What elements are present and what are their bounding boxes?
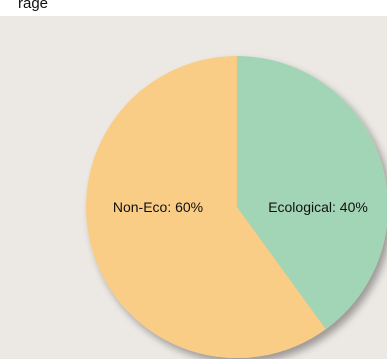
pie-slice-ecological [237, 56, 387, 330]
pie-label-ecological: Ecological: 40% [268, 199, 368, 215]
pie-slice-non-eco [85, 56, 326, 358]
cropped-title-text: rage [18, 0, 49, 12]
pie-label-non-eco: Non-Eco: 60% [113, 199, 203, 215]
